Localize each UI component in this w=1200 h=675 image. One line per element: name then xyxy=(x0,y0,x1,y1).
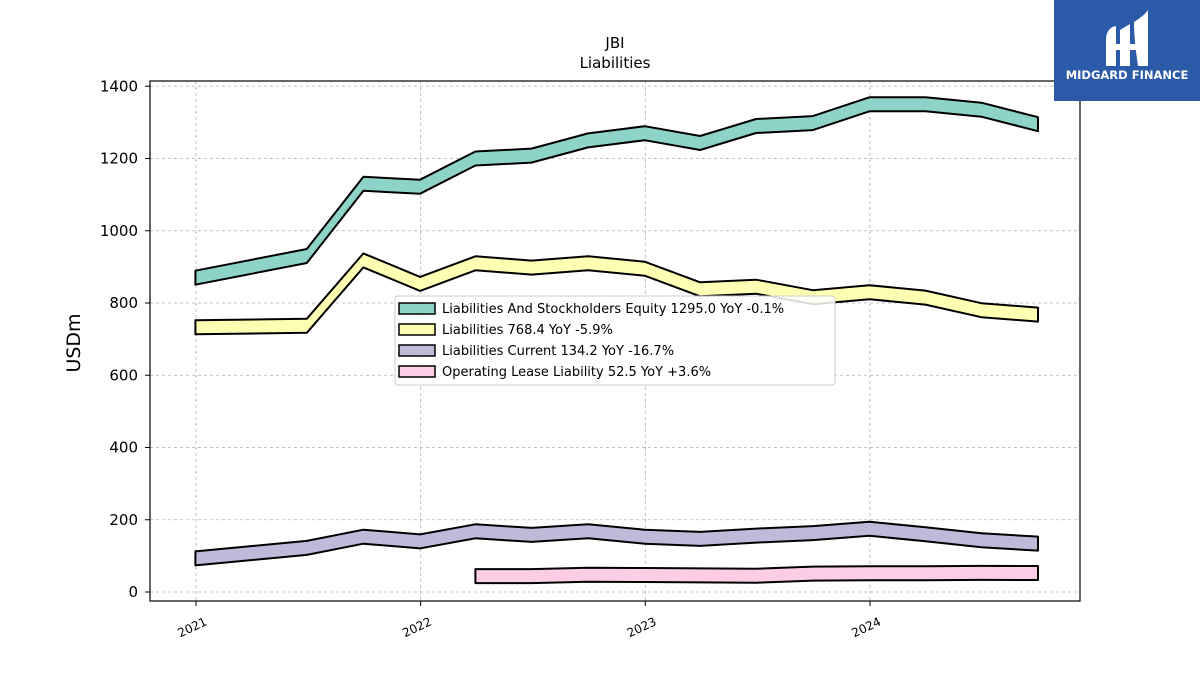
y-tick-label: 800 xyxy=(109,294,138,312)
legend-label: Liabilities And Stockholders Equity 1295… xyxy=(442,302,784,317)
y-tick-label: 200 xyxy=(109,511,138,529)
y-tick-label: 1000 xyxy=(100,222,138,240)
brand-name: MIDGARD FINANCE xyxy=(1065,68,1189,82)
legend-swatch xyxy=(398,344,436,357)
legend: Liabilities And Stockholders Equity 1295… xyxy=(394,295,836,386)
axes: 0 200 400 600 800 1000 1200 1400 2021 2022 2023 202… xyxy=(100,77,1081,641)
x-tick-label: 2024 xyxy=(850,615,884,641)
x-tick-label: 2021 xyxy=(176,615,210,641)
series-band xyxy=(194,520,1039,567)
chart-title: JBI xyxy=(604,34,624,52)
midgard-finance-logo-icon xyxy=(1106,10,1148,66)
x-tick-label: 2023 xyxy=(625,615,659,641)
legend-swatch xyxy=(398,365,436,378)
legend-label: Liabilities 768.4 YoY -5.9% xyxy=(442,323,613,338)
y-tick-label: 1400 xyxy=(100,77,138,95)
series-band xyxy=(194,96,1039,286)
y-tick-label: 1200 xyxy=(100,150,138,168)
legend-box xyxy=(394,295,836,386)
legend-label: Operating Lease Liability 52.5 YoY +3.6% xyxy=(442,365,711,380)
y-tick-label: 0 xyxy=(128,583,138,601)
series-band xyxy=(194,252,1039,336)
chart-subtitle: Liabilities xyxy=(580,54,651,72)
y-tick-label: 600 xyxy=(109,366,138,384)
x-tick-label: 2022 xyxy=(400,615,434,641)
series-band xyxy=(474,564,1039,585)
midgard-finance-logo: MIDGARD FINANCE xyxy=(1054,0,1200,101)
legend-swatch xyxy=(398,323,436,336)
series-layer xyxy=(194,96,1039,585)
plot-frame xyxy=(149,80,1081,602)
legend-swatch xyxy=(398,302,436,315)
y-tick-label: 400 xyxy=(109,439,138,457)
y-axis-label: USDm xyxy=(63,313,85,372)
legend-label: Liabilities Current 134.2 YoY -16.7% xyxy=(442,344,674,359)
